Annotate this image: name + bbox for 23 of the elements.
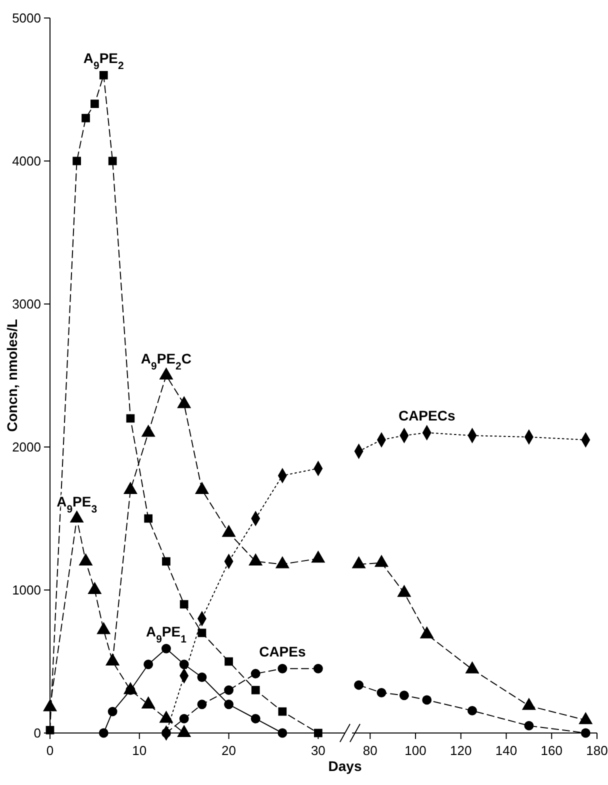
x-tick-label: 30 bbox=[310, 743, 326, 758]
x-tick-label: 20 bbox=[222, 743, 236, 758]
series-label: A$_{9}$PE$_{2}$C bbox=[140, 350, 192, 372]
y-tick-label: 1000 bbox=[12, 582, 41, 598]
y-tick-label: 0 bbox=[34, 726, 41, 740]
series-label: A$_{9}$PE$_{1}$ bbox=[146, 624, 187, 646]
y-tick-label: 3000 bbox=[12, 296, 41, 312]
x-tick-label: 100 bbox=[404, 743, 426, 758]
y-tick-label: 4000 bbox=[12, 154, 41, 168]
series-label: CAPECs bbox=[398, 408, 456, 424]
x-tick-label: 10 bbox=[132, 743, 147, 758]
x-axis-title: Days bbox=[328, 758, 362, 774]
y-axis-title: Concn, nmoles/L bbox=[4, 318, 20, 432]
y-tick-label: 5000 bbox=[12, 10, 41, 26]
series-label: A$_{9}$PE$_{2}$ bbox=[83, 50, 124, 72]
series-label: CAPEs bbox=[259, 644, 306, 660]
x-tick-label: 120 bbox=[450, 743, 472, 758]
x-tick-label: 80 bbox=[362, 743, 378, 758]
x-tick-label: 160 bbox=[540, 743, 562, 758]
x-tick-label: 0 bbox=[46, 743, 54, 758]
x-tick-label: 180 bbox=[586, 743, 608, 758]
x-tick-label: 140 bbox=[495, 743, 518, 758]
y-tick-label: 2000 bbox=[12, 440, 41, 454]
